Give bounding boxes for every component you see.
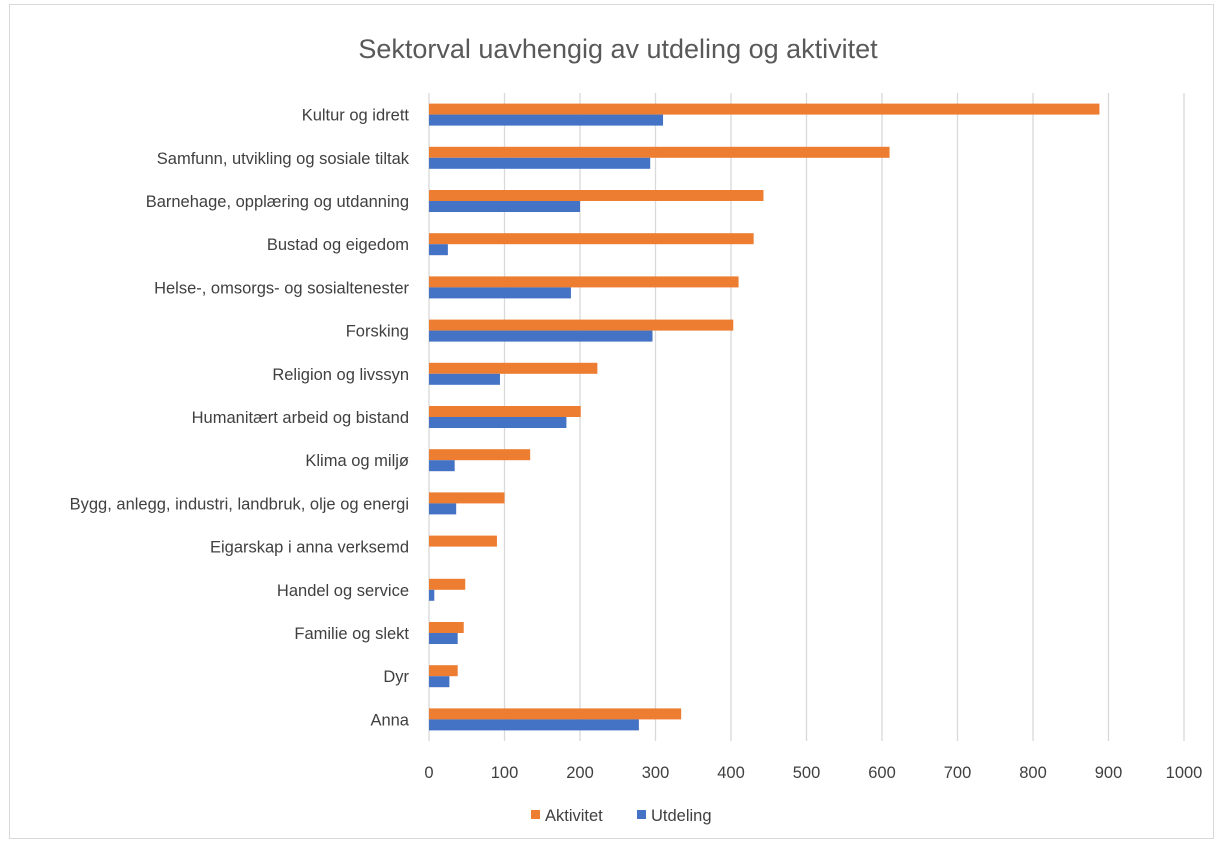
x-tick-label: 700 (944, 764, 972, 782)
category-label: Barnehage, opplæring og utdanning (146, 193, 409, 211)
x-tick-label: 100 (491, 764, 519, 782)
x-tick-label: 300 (642, 764, 670, 782)
bar-aktivitet (429, 276, 739, 288)
bar-aktivitet (429, 319, 734, 331)
x-tick-label: 600 (868, 764, 896, 782)
x-tick-label: 1000 (1166, 764, 1203, 782)
legend-swatch-utdeling (637, 810, 646, 819)
category-label: Bustad og eigedom (267, 236, 409, 254)
category-label: Klima og miljø (305, 452, 409, 470)
bar-utdeling (429, 157, 651, 169)
category-label: Anna (370, 711, 409, 729)
category-label: Bygg, anlegg, industri, landbruk, olje o… (70, 495, 409, 513)
legend-label-aktivitet: Aktivitet (545, 807, 603, 825)
bar-utdeling (429, 287, 571, 299)
category-label: Kultur og idrett (302, 107, 410, 125)
bar-utdeling (429, 330, 653, 342)
category-label: Familie og slekt (294, 625, 409, 643)
bar-aktivitet (429, 665, 458, 677)
x-tick-label: 0 (424, 764, 433, 782)
bar-utdeling (429, 114, 664, 126)
bar-aktivitet (429, 492, 505, 504)
category-label: Eigarskap i anna verksemd (210, 539, 409, 557)
x-axis-tick-labels: 0 100 200 300 400 500 600 700 800 900 1000 (424, 764, 1202, 782)
bar-utdeling (429, 373, 500, 385)
bar-utdeling (429, 417, 567, 428)
x-tick-label: 400 (717, 764, 745, 782)
category-label: Religion og livssyn (272, 366, 409, 384)
category-label: Helse-, omsorgs- og sosialtenester (154, 279, 409, 297)
bar-aktivitet (429, 578, 466, 590)
category-label: Samfunn, utvikling og sosiale tiltak (157, 150, 410, 168)
legend-label-utdeling: Utdeling (651, 807, 712, 825)
legend-swatch-aktivitet (531, 810, 540, 819)
x-tick-label: 900 (1095, 764, 1123, 782)
bar-aktivitet (429, 103, 1100, 115)
category-label: Forsking (346, 323, 409, 341)
chart-title: Sektorval uavhengig av utdeling og aktiv… (358, 34, 878, 64)
category-labels: Kultur og idrett Samfunn, utvikling og so… (70, 107, 410, 730)
bar-aktivitet (429, 233, 754, 245)
category-label: Handel og service (277, 582, 409, 600)
bar-utdeling (429, 503, 457, 515)
category-label: Dyr (383, 668, 409, 686)
category-label: Humanitært arbeid og bistand (192, 409, 409, 427)
bar-utdeling (429, 201, 580, 212)
bar-aktivitet (429, 535, 497, 547)
bar-aktivitet (429, 708, 682, 720)
bar-utdeling (429, 460, 455, 472)
bar-aktivitet (429, 622, 464, 633)
bar-aktivitet (429, 406, 581, 417)
legend: Aktivitet Utdeling (531, 807, 712, 825)
bar-utdeling (429, 244, 448, 256)
chart-area (9, 4, 1214, 839)
bars (429, 103, 1100, 731)
bar-aktivitet (429, 362, 598, 374)
bar-utdeling (429, 589, 435, 601)
bar-aktivitet (429, 190, 764, 201)
bar-aktivitet (429, 449, 531, 461)
x-tick-label: 500 (793, 764, 821, 782)
bar-utdeling (429, 676, 450, 688)
x-tick-label: 800 (1019, 764, 1047, 782)
bar-aktivitet (429, 146, 890, 158)
bar-utdeling (429, 633, 458, 644)
x-tick-label: 200 (566, 764, 594, 782)
bar-utdeling (429, 719, 639, 731)
